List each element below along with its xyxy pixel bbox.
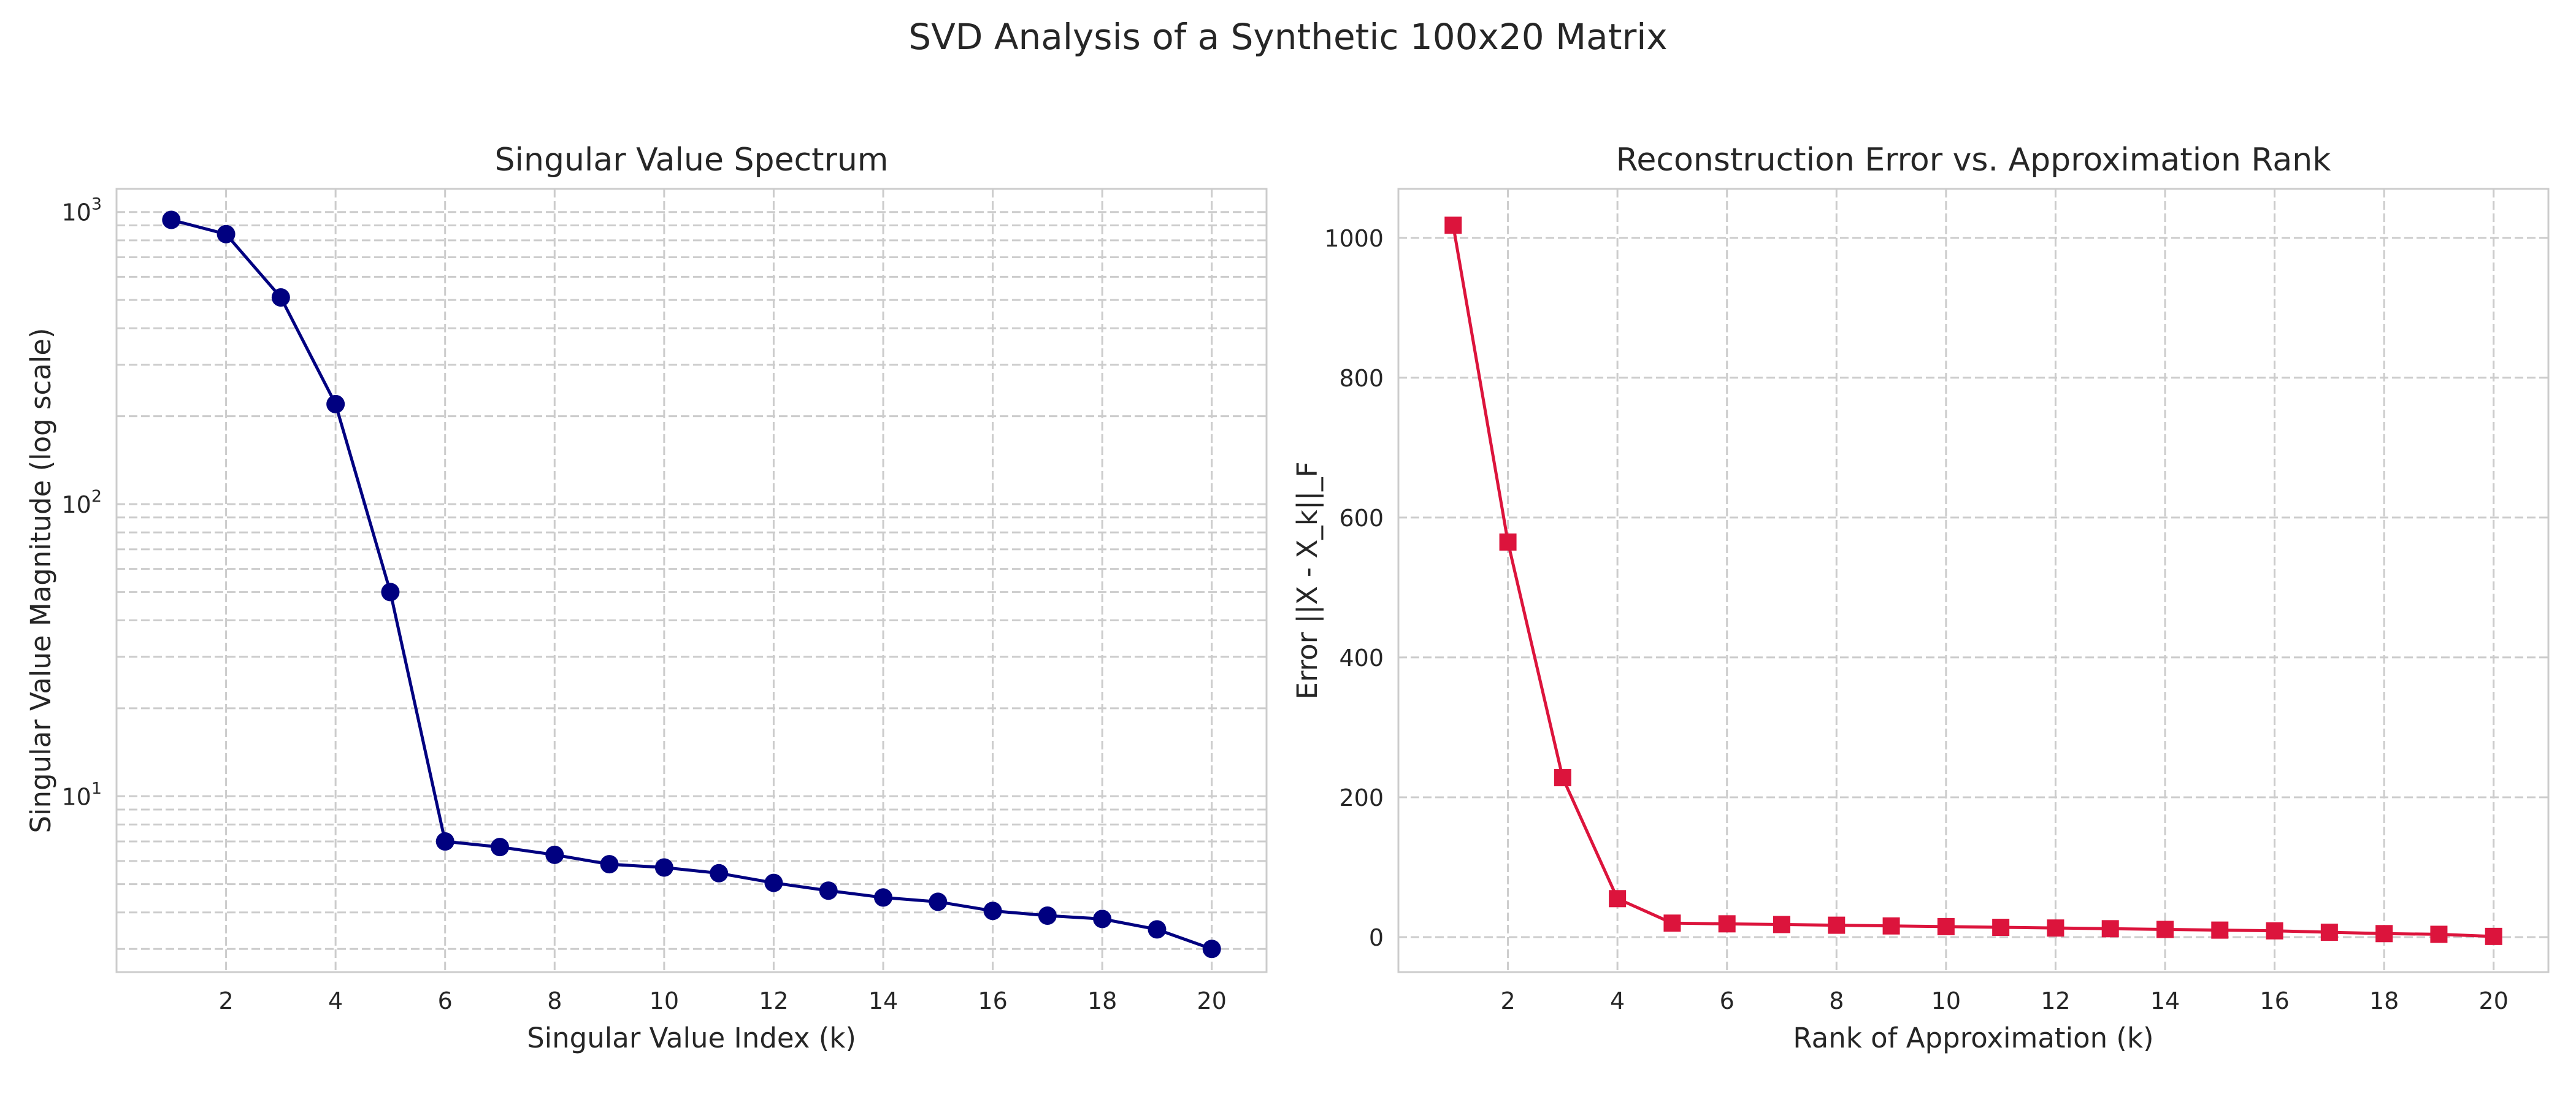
y-tick-label: 600 [1339, 505, 1384, 532]
x-tick-label: 2 [1500, 987, 1515, 1014]
data-point [435, 832, 454, 851]
data-point [1609, 890, 1627, 908]
data-point [2485, 927, 2502, 945]
data-point [929, 892, 948, 911]
x-tick-label: 18 [1087, 987, 1117, 1014]
data-point [1148, 920, 1167, 939]
data-point [1499, 533, 1517, 551]
y-tick-label: 1000 [1324, 225, 1384, 252]
y-tick-label: 102 [61, 487, 102, 518]
data-point [600, 855, 619, 874]
data-point [819, 881, 838, 900]
grid [117, 189, 1267, 972]
x-tick-label: 20 [2479, 987, 2509, 1014]
figure-title: SVD Analysis of a Synthetic 100x20 Matri… [908, 16, 1667, 58]
data-point [162, 210, 181, 229]
y-tick-label: 103 [61, 195, 102, 226]
x-axis-label: Singular Value Index (k) [527, 1022, 856, 1054]
data-point [983, 902, 1002, 921]
x-tick-label: 6 [1720, 987, 1735, 1014]
data-point [271, 288, 290, 307]
data-point [710, 864, 729, 883]
data-point [1093, 910, 1112, 929]
x-tick-label: 14 [868, 987, 898, 1014]
data-point [1773, 916, 1790, 933]
data-point [1828, 916, 1846, 934]
data-point [1444, 216, 1462, 234]
y-tick-label: 0 [1369, 924, 1384, 951]
data-point [1992, 919, 2010, 937]
y-axis-label: Error ||X - X_k||_F [1291, 461, 1324, 699]
y-tick-exponent: 2 [91, 487, 102, 506]
x-axis-label: Rank of Approximation (k) [1793, 1022, 2153, 1054]
x-tick-label: 4 [1610, 987, 1625, 1014]
data-point [1554, 769, 1571, 787]
data-point [1663, 914, 1681, 932]
y-tick-label: 101 [61, 779, 102, 810]
data-point [2101, 920, 2119, 938]
data-point [545, 845, 564, 864]
data-point [1718, 915, 1736, 933]
x-tick-label: 8 [547, 987, 562, 1014]
data-point [2266, 922, 2283, 940]
chart-title: Singular Value Spectrum [495, 142, 889, 178]
x-tick-label: 10 [1931, 987, 1961, 1014]
data-point [1202, 940, 1221, 959]
x-tick-label: 4 [328, 987, 343, 1014]
series-line [1451, 224, 2494, 938]
y-tick-label: 400 [1339, 645, 1384, 672]
grid [1398, 189, 2548, 972]
y-tick-label: 800 [1339, 365, 1384, 392]
data-point [1882, 917, 1900, 935]
plot-frame [1397, 188, 2550, 973]
y-axis-label: Singular Value Magnitude (log scale) [25, 328, 57, 833]
data-point [217, 224, 236, 243]
data-point [654, 858, 673, 877]
data-point [491, 838, 509, 857]
x-tick-label: 16 [978, 987, 1007, 1014]
x-tick-label: 12 [2041, 987, 2070, 1014]
data-point [1038, 906, 1057, 925]
data-point [1937, 917, 1955, 935]
x-tick-label: 8 [1829, 987, 1844, 1014]
data-point [2430, 925, 2448, 943]
y-tick-exponent: 1 [91, 779, 102, 798]
data-point [2320, 924, 2338, 941]
y-tick-base: 10 [61, 491, 91, 518]
data-point [2375, 925, 2393, 943]
x-tick-label: 14 [2150, 987, 2180, 1014]
data-point [874, 888, 892, 907]
x-tick-label: 18 [2369, 987, 2399, 1014]
y-tick-base: 10 [61, 199, 91, 226]
chart-panel-2: 2 4 6 8 10 12 14 16 18 2002004006008001000Reconst… [1291, 142, 2550, 1054]
x-tick-label: 16 [2260, 987, 2289, 1014]
y-tick-exponent: 3 [91, 195, 102, 214]
x-tick-label: 10 [650, 987, 679, 1014]
y-tick-base: 10 [61, 783, 91, 810]
x-tick-label: 20 [1197, 987, 1227, 1014]
x-tick-label: 2 [218, 987, 233, 1014]
plot-frame [115, 188, 1268, 973]
data-point [764, 873, 783, 892]
x-tick-label: 6 [438, 987, 453, 1014]
chart-title: Reconstruction Error vs. Approximation R… [1616, 142, 2331, 178]
data-point [326, 394, 345, 413]
data-point [2156, 921, 2174, 938]
data-point [381, 583, 400, 602]
x-tick-label: 12 [759, 987, 788, 1014]
y-tick-label: 200 [1339, 784, 1384, 811]
data-point [2047, 919, 2064, 937]
data-point [2211, 921, 2229, 939]
